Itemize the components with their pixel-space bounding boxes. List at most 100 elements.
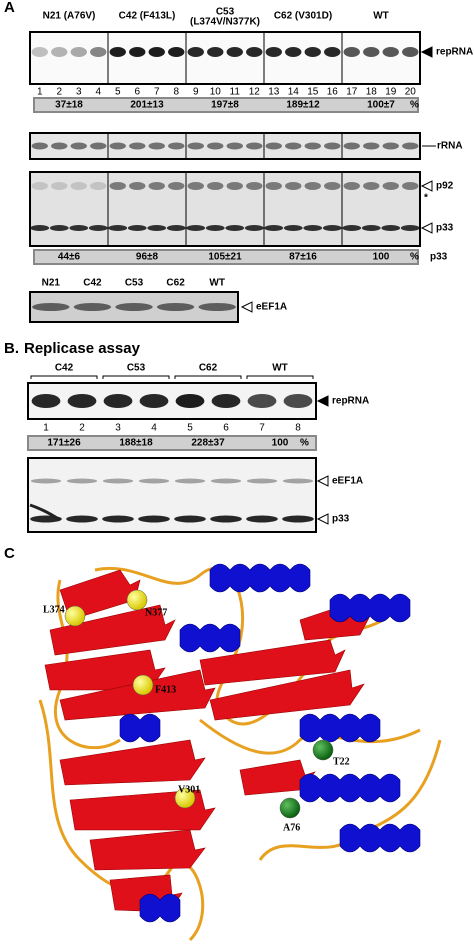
band <box>282 515 314 523</box>
residue-label: T22 <box>333 756 350 767</box>
band <box>226 142 243 150</box>
band <box>148 182 165 190</box>
band <box>324 142 341 150</box>
lane-number: 6 <box>134 87 140 98</box>
band <box>127 225 147 231</box>
band <box>402 47 419 57</box>
band <box>285 47 302 57</box>
band <box>304 47 321 57</box>
bracket <box>30 375 98 379</box>
quant-value: 44±6 <box>58 252 81 263</box>
group-label: WT <box>209 278 225 289</box>
band <box>174 515 206 523</box>
band <box>90 47 107 57</box>
band <box>168 182 185 190</box>
band <box>246 182 263 190</box>
band <box>226 47 243 57</box>
band <box>67 394 97 408</box>
band <box>210 515 242 523</box>
band <box>129 142 146 150</box>
band <box>265 182 282 190</box>
band <box>207 142 224 150</box>
band <box>90 142 107 150</box>
band <box>166 225 186 231</box>
band <box>66 515 98 523</box>
residue-label: F413 <box>155 684 176 695</box>
group-label: C62 <box>166 278 185 289</box>
lane-number: 16 <box>327 87 339 98</box>
band <box>138 515 170 523</box>
quant-value: 100 <box>272 438 289 449</box>
band <box>402 182 419 190</box>
band <box>187 47 204 57</box>
band <box>90 182 107 190</box>
band <box>186 225 206 231</box>
lane-number: 15 <box>307 87 319 98</box>
arrow <box>240 301 253 313</box>
band <box>400 225 420 231</box>
band <box>382 47 399 57</box>
band <box>303 225 323 231</box>
residue-sphere <box>279 797 301 819</box>
band <box>322 225 342 231</box>
band <box>70 182 87 190</box>
band <box>31 182 48 190</box>
band <box>108 225 128 231</box>
quant-value: 100±7 <box>367 100 395 111</box>
quant-box <box>33 97 419 113</box>
lane-number: 4 <box>151 423 157 434</box>
bracket <box>102 375 170 379</box>
group-mutation: (L374V/N377K) <box>190 17 260 28</box>
band <box>168 47 185 57</box>
arrow <box>316 513 329 525</box>
band <box>282 478 314 484</box>
band <box>402 142 419 150</box>
band <box>109 142 126 150</box>
quant-value: 228±37 <box>191 438 225 449</box>
band <box>66 478 98 484</box>
band <box>187 182 204 190</box>
quant-value: 105±21 <box>208 252 242 263</box>
lane-number: 17 <box>346 87 358 98</box>
lane-number: 1 <box>43 423 49 434</box>
band <box>88 225 108 231</box>
band <box>343 47 360 57</box>
lane-number: 7 <box>154 87 160 98</box>
gel-label: repRNA <box>332 396 369 407</box>
group-label: WT <box>272 363 288 374</box>
blot-label: p33 <box>436 223 454 234</box>
band <box>265 47 282 57</box>
band <box>70 47 87 57</box>
quant-value: 201±13 <box>130 100 164 111</box>
blot-label: eEF1A <box>332 476 363 487</box>
lane-number: 7 <box>259 423 265 434</box>
blot-label: p92 <box>436 181 454 192</box>
band <box>70 142 87 150</box>
band <box>49 225 69 231</box>
lane-number: 4 <box>95 87 101 98</box>
arrow <box>316 475 329 487</box>
bracket <box>246 375 314 379</box>
residue-label: L374 <box>43 604 65 615</box>
band <box>246 515 278 523</box>
group-label: C42 <box>55 363 74 374</box>
residue-label: N377 <box>145 607 167 618</box>
blot-label: eEF1A <box>256 302 287 313</box>
band <box>210 478 242 484</box>
panel-title: Replicase assay <box>24 340 141 357</box>
group-label: C53 <box>125 278 144 289</box>
band <box>265 142 282 150</box>
quant-value: 37±18 <box>55 100 83 111</box>
band <box>304 142 321 150</box>
band <box>247 394 277 408</box>
quant-box <box>27 435 317 451</box>
lane-number: 20 <box>405 87 417 98</box>
group-label: C42 (F413L) <box>119 11 176 22</box>
band <box>382 142 399 150</box>
quant-value: 189±12 <box>286 100 320 111</box>
lane-number: 12 <box>249 87 261 98</box>
band <box>32 303 70 311</box>
quant-unit: % <box>300 438 309 449</box>
band <box>304 182 321 190</box>
